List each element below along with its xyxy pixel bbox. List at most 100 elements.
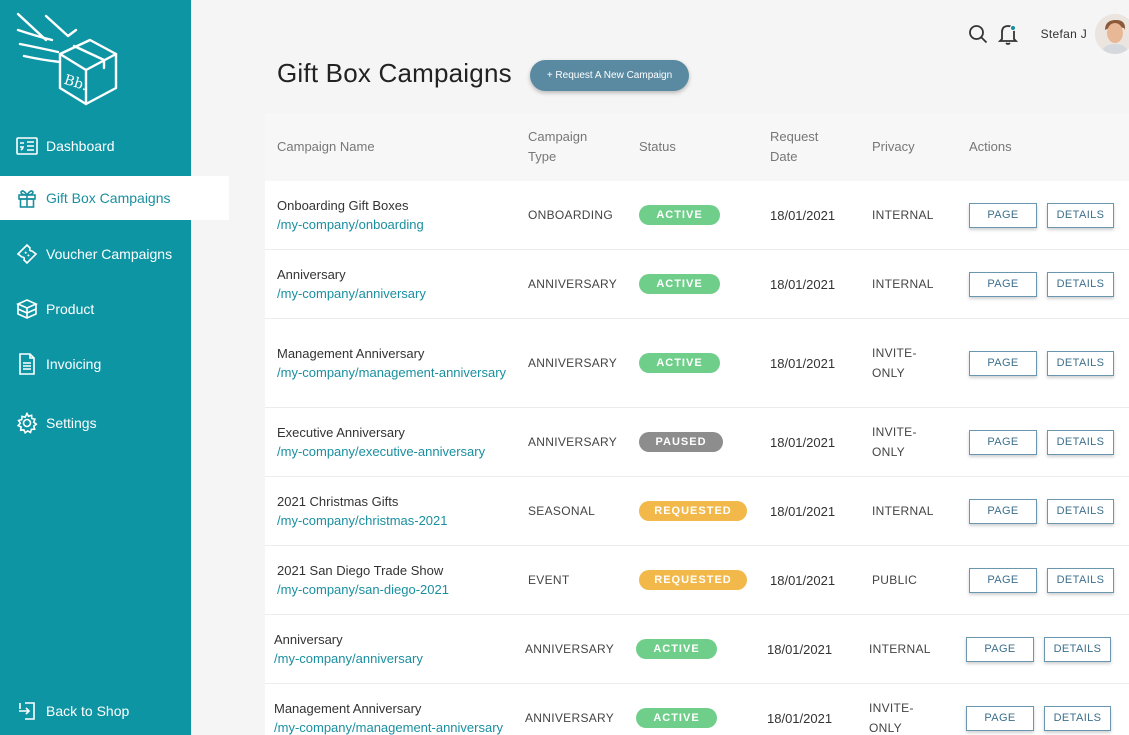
request-new-campaign-button[interactable]: + Request A New Campaign: [530, 60, 689, 91]
page-button[interactable]: PAGE: [969, 429, 1037, 455]
campaign-name-cell: 2021 Christmas Gifts/my-company/christma…: [277, 477, 507, 545]
table-row: Management Anniversary/my-company/manage…: [265, 684, 1129, 735]
request-date: 18/01/2021: [770, 434, 836, 450]
table-row: Executive Anniversary/my-company/executi…: [265, 408, 1129, 477]
status-badge: ACTIVE: [639, 205, 720, 225]
privacy-value: INVITE- ONLY: [872, 425, 917, 459]
page-button[interactable]: PAGE: [966, 636, 1034, 662]
sidebar-item-label: Dashboard: [46, 138, 115, 154]
details-button[interactable]: DETAILS: [1044, 705, 1111, 731]
status-cell: ACTIVE: [639, 181, 720, 249]
status-cell: ACTIVE: [636, 684, 717, 735]
campaign-name-cell: 2021 San Diego Trade Show/my-company/san…: [277, 546, 507, 614]
table-row: 2021 San Diego Trade Show/my-company/san…: [265, 546, 1129, 615]
privacy-value: INVITE- ONLY: [872, 346, 917, 380]
campaign-name-cell: Onboarding Gift Boxes/my-company/onboard…: [277, 181, 507, 249]
privacy-value: INTERNAL: [869, 642, 931, 656]
campaign-link[interactable]: /my-company/executive-anniversary: [277, 444, 486, 459]
status-badge: ACTIVE: [636, 639, 717, 659]
details-button[interactable]: DETAILS: [1047, 271, 1114, 297]
campaign-type: EVENT: [528, 573, 570, 587]
status-badge: REQUESTED: [639, 570, 747, 590]
campaign-link[interactable]: /my-company/san-diego-2021: [277, 582, 449, 597]
sidebar: Bb. Dashboard Gift Box Campaigns Voucher…: [0, 0, 229, 735]
page-button[interactable]: PAGE: [969, 498, 1037, 524]
table-body: Onboarding Gift Boxes/my-company/onboard…: [265, 181, 1129, 735]
back-to-shop-link[interactable]: Back to Shop: [0, 689, 191, 733]
company-logo: Bb.: [16, 12, 118, 106]
page-button[interactable]: PAGE: [969, 350, 1037, 376]
table-header: Campaign Name Campaign Type Status Reque…: [265, 113, 1129, 181]
request-date: 18/01/2021: [767, 710, 833, 726]
table-row: 2021 Christmas Gifts/my-company/christma…: [265, 477, 1129, 546]
column-header-date: Request Date: [770, 129, 819, 164]
campaigns-table: Campaign Name Campaign Type Status Reque…: [265, 113, 1129, 735]
search-icon[interactable]: [963, 19, 993, 49]
table-row: Anniversary/my-company/anniversary ANNIVE…: [265, 615, 1129, 684]
campaign-link[interactable]: /my-company/management-anniversary: [277, 365, 507, 380]
campaign-name: 2021 Christmas Gifts: [277, 494, 399, 509]
campaign-name-cell: Management Anniversary/my-company/manage…: [277, 319, 507, 407]
campaign-link[interactable]: /my-company/anniversary: [277, 286, 426, 301]
page-button[interactable]: PAGE: [969, 567, 1037, 593]
gift-icon: [16, 187, 38, 209]
campaign-type: ANNIVERSARY: [525, 711, 615, 725]
campaign-name: Anniversary: [277, 267, 346, 282]
details-button[interactable]: DETAILS: [1047, 498, 1114, 524]
privacy-value: INTERNAL: [872, 277, 934, 291]
campaign-name-cell: Executive Anniversary/my-company/executi…: [277, 408, 507, 476]
campaign-link[interactable]: /my-company/christmas-2021: [277, 513, 448, 528]
campaign-name: Management Anniversary: [274, 701, 422, 716]
page-button[interactable]: PAGE: [969, 202, 1037, 228]
gear-icon: [16, 412, 38, 434]
sidebar-item-label: Voucher Campaigns: [46, 246, 173, 262]
page-button[interactable]: PAGE: [966, 705, 1034, 731]
campaign-name: Executive Anniversary: [277, 425, 405, 440]
sidebar-item-voucher-campaigns[interactable]: Voucher Campaigns: [0, 232, 191, 276]
status-cell: REQUESTED: [639, 546, 747, 614]
sidebar-item-label: Invoicing: [46, 356, 102, 372]
sidebar-item-label: Product: [46, 301, 95, 317]
column-header-actions: Actions: [969, 139, 1012, 154]
campaign-name-cell: Anniversary/my-company/anniversary: [277, 250, 507, 318]
privacy-value: PUBLIC: [872, 573, 918, 587]
table-row: Management Anniversary/my-company/manage…: [265, 319, 1129, 408]
logout-icon: [16, 700, 38, 722]
details-button[interactable]: DETAILS: [1047, 202, 1114, 228]
sidebar-item-dashboard[interactable]: Dashboard: [0, 124, 191, 168]
column-header-name: Campaign Name: [277, 139, 375, 154]
request-date: 18/01/2021: [770, 503, 836, 519]
campaign-link[interactable]: /my-company/onboarding: [277, 217, 424, 232]
sidebar-item-invoicing[interactable]: Invoicing: [0, 342, 191, 386]
campaign-type: ANNIVERSARY: [525, 642, 615, 656]
details-button[interactable]: DETAILS: [1047, 350, 1114, 376]
notification-bell-icon[interactable]: [993, 19, 1023, 49]
campaign-link[interactable]: /my-company/management-anniversary: [274, 720, 504, 735]
status-badge: REQUESTED: [639, 501, 747, 521]
status-badge: ACTIVE: [636, 708, 717, 728]
privacy-value: INTERNAL: [872, 504, 934, 518]
details-button[interactable]: DETAILS: [1047, 567, 1114, 593]
status-cell: PAUSED: [639, 408, 723, 476]
user-name[interactable]: Stefan J: [1040, 27, 1087, 41]
sidebar-item-gift-box-campaigns[interactable]: Gift Box Campaigns: [0, 176, 229, 220]
campaign-name-cell: Anniversary/my-company/anniversary: [274, 615, 504, 683]
table-row: Onboarding Gift Boxes/my-company/onboard…: [265, 181, 1129, 250]
sidebar-item-product[interactable]: Product: [0, 287, 191, 331]
privacy-value: INVITE- ONLY: [869, 701, 914, 735]
campaign-link[interactable]: /my-company/anniversary: [274, 651, 423, 666]
details-button[interactable]: DETAILS: [1047, 429, 1114, 455]
table-row: Anniversary/my-company/anniversary ANNIVE…: [265, 250, 1129, 319]
page-title: Gift Box Campaigns: [277, 58, 512, 88]
sidebar-item-settings[interactable]: Settings: [0, 401, 191, 445]
campaign-type: ANNIVERSARY: [528, 356, 618, 370]
status-badge: ACTIVE: [639, 274, 720, 294]
avatar[interactable]: [1095, 14, 1129, 54]
campaign-name: Anniversary: [274, 632, 343, 647]
page-button[interactable]: PAGE: [969, 271, 1037, 297]
campaign-name-cell: Management Anniversary/my-company/manage…: [274, 684, 504, 735]
campaign-name: 2021 San Diego Trade Show: [277, 563, 444, 578]
details-button[interactable]: DETAILS: [1044, 636, 1111, 662]
request-date: 18/01/2021: [770, 355, 836, 371]
column-header-privacy: Privacy: [872, 139, 915, 154]
